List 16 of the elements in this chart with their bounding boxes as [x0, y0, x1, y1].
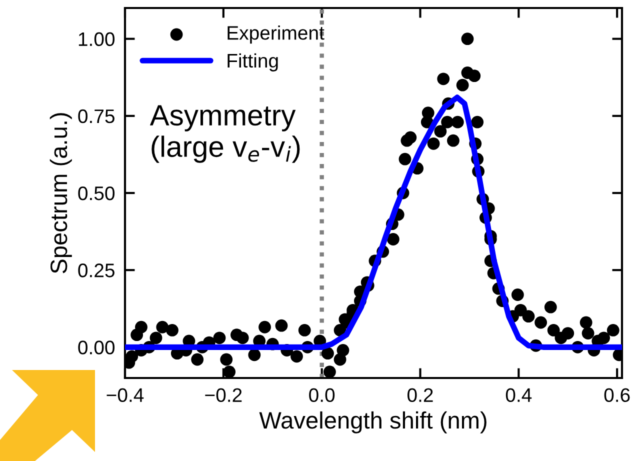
y-tick-label: 1.00: [78, 32, 115, 46]
legend-label: Fitting: [228, 53, 278, 72]
legend-label: Experiment: [228, 26, 324, 44]
y-tick-label: 0.50: [78, 186, 115, 200]
annotation: Asymmetry (large v$_{e}$-v$_{i}$): [150, 105, 300, 163]
x-tick-label: 0.0: [309, 388, 335, 402]
x-tick-label: 0.6: [604, 388, 630, 402]
y-axis-title: Spectrum (a.u.): [50, 113, 72, 274]
x-axis-title: Wavelength shift (nm): [259, 411, 486, 434]
x-tick-label: −0.2: [205, 388, 242, 402]
x-tick-label: 0.4: [506, 388, 532, 402]
x-tick-label: 0.2: [407, 388, 433, 402]
y-tick-label: 0.25: [78, 264, 114, 278]
y-tick-label: 0.75: [78, 109, 114, 124]
y-tick-label: 0.00: [78, 340, 115, 354]
x-tick-label: −0.4: [106, 388, 144, 402]
